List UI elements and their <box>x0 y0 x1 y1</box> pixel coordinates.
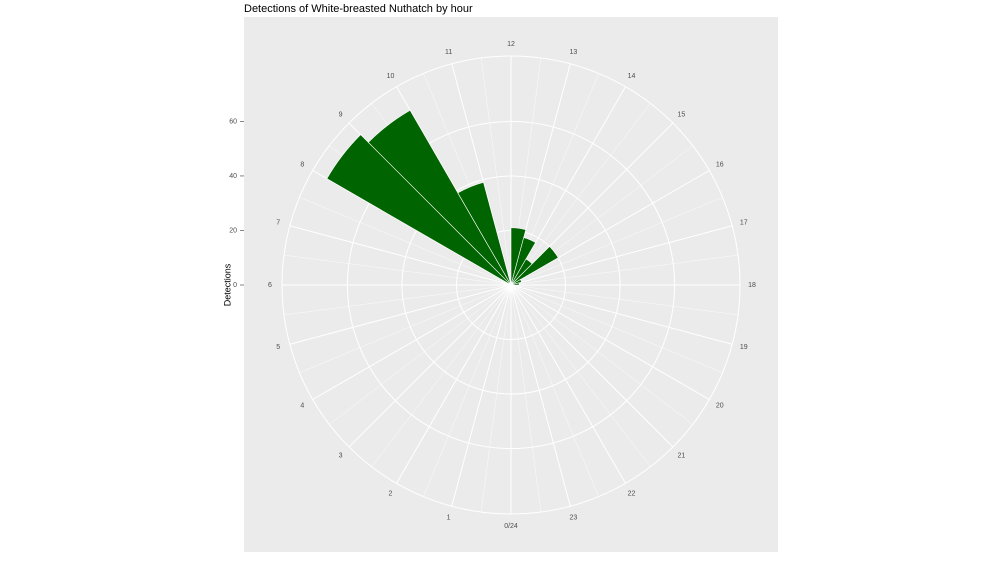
minor-spoke <box>480 284 512 513</box>
angle-label: 8 <box>300 161 304 168</box>
major-spoke <box>396 284 512 484</box>
minor-spoke <box>299 197 512 286</box>
angle-label: 1 <box>447 515 451 522</box>
angle-label: 10 <box>387 73 395 80</box>
angle-label: 15 <box>678 111 686 118</box>
major-spoke <box>510 225 733 286</box>
minor-spoke <box>283 284 512 316</box>
major-spoke <box>289 284 512 345</box>
minor-spoke <box>510 103 651 286</box>
bar <box>510 246 559 286</box>
minor-spoke <box>283 254 512 286</box>
major-spoke <box>510 284 571 507</box>
bar <box>457 181 512 286</box>
angle-label: 13 <box>569 49 577 56</box>
minor-spoke <box>423 284 512 497</box>
angle-label: 5 <box>276 344 280 351</box>
minor-spoke <box>510 284 739 316</box>
bar <box>510 282 520 286</box>
angle-label: 21 <box>678 452 686 459</box>
minor-spoke <box>510 284 651 467</box>
angle-label: 6 <box>268 282 272 289</box>
angle-label: 3 <box>339 452 343 459</box>
minor-spoke <box>329 284 512 425</box>
major-spoke <box>510 284 626 484</box>
minor-spoke <box>299 284 512 373</box>
chart-title: Detections of White-breasted Nuthatch by… <box>244 3 473 15</box>
bar <box>510 237 536 286</box>
angle-label: 12 <box>507 41 515 48</box>
y-tick-label: 40 <box>229 173 237 180</box>
angle-label: 20 <box>716 402 724 409</box>
angle-label: 4 <box>300 402 304 409</box>
y-tick-label: 20 <box>229 227 237 234</box>
bar <box>367 109 512 286</box>
minor-spoke <box>510 254 739 286</box>
angle-label: 14 <box>628 73 636 80</box>
angle-label: 22 <box>628 491 636 498</box>
major-spoke <box>510 284 674 448</box>
major-spoke <box>289 225 512 286</box>
minor-spoke <box>510 284 723 373</box>
y-tick-label: 0 <box>233 282 237 289</box>
bar <box>326 134 512 286</box>
major-spoke <box>510 284 710 400</box>
angle-label: 2 <box>389 491 393 498</box>
bar <box>510 279 522 286</box>
minor-spoke <box>510 197 723 286</box>
angle-label: 19 <box>740 344 748 351</box>
angle-label: 9 <box>339 111 343 118</box>
minor-spoke <box>371 284 512 467</box>
angle-label: 16 <box>716 161 724 168</box>
minor-spoke <box>510 284 693 425</box>
major-spoke <box>510 284 733 345</box>
minor-spoke <box>510 284 542 513</box>
major-spoke <box>451 284 512 507</box>
angle-label: 17 <box>740 219 748 226</box>
angle-label: 11 <box>445 49 452 56</box>
y-axis-title: Detections <box>222 263 232 306</box>
minor-spoke <box>510 284 599 497</box>
minor-spoke <box>480 57 512 286</box>
angle-label: 0/24 <box>504 523 518 530</box>
y-tick-label: 60 <box>229 118 237 125</box>
angle-label: 18 <box>748 282 756 289</box>
major-spoke <box>348 284 512 448</box>
angle-label: 23 <box>569 515 577 522</box>
angle-label: 7 <box>276 219 280 226</box>
major-spoke <box>312 284 512 400</box>
